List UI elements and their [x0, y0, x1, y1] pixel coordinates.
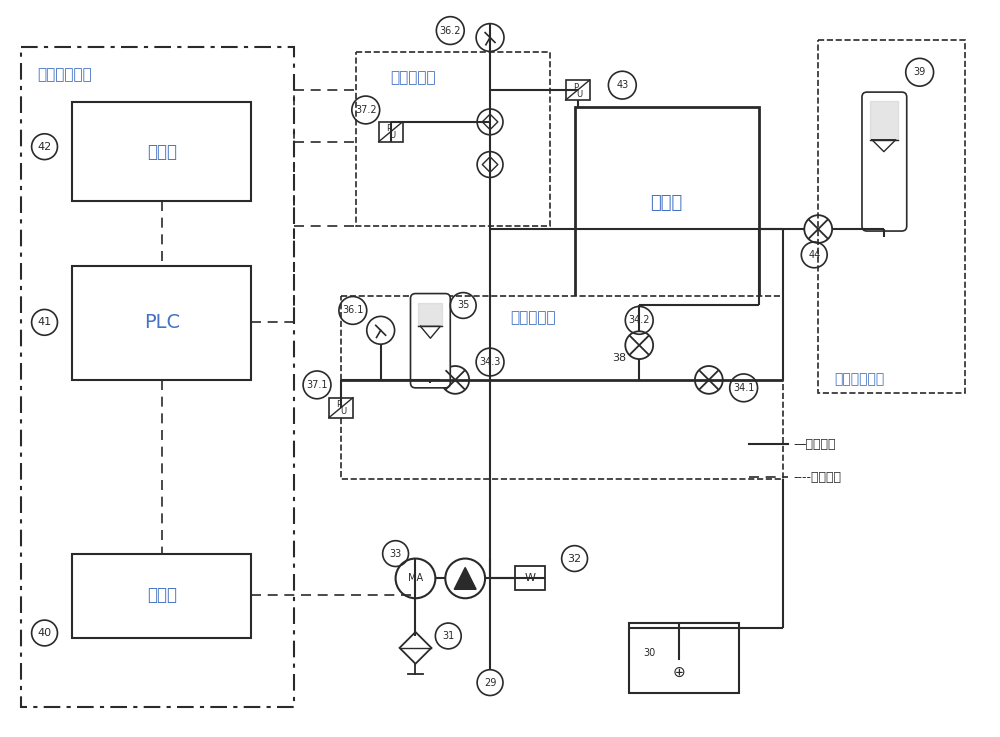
Text: 32: 32	[568, 553, 582, 564]
Text: P: P	[573, 83, 578, 91]
Bar	[379, 122, 403, 142]
Text: 37.1: 37.1	[306, 380, 328, 390]
Text: 29: 29	[484, 677, 496, 688]
Text: P: P	[386, 125, 391, 133]
Text: 34.1: 34.1	[733, 383, 754, 393]
Text: 42: 42	[37, 142, 52, 152]
Bar	[341, 296, 783, 479]
Bar	[329, 398, 353, 418]
Polygon shape	[454, 567, 476, 590]
Text: 31: 31	[442, 631, 454, 641]
Text: MA: MA	[408, 573, 423, 584]
Text: 43: 43	[616, 80, 628, 90]
Text: U: U	[390, 131, 396, 140]
Text: 触摸屏: 触摸屏	[147, 143, 177, 161]
Text: 37.2: 37.2	[355, 105, 377, 115]
Polygon shape	[870, 101, 898, 140]
Text: 40: 40	[37, 628, 52, 638]
Bar	[575, 107, 759, 301]
Text: 压力补偿装置: 压力补偿装置	[834, 372, 884, 386]
Bar	[72, 266, 251, 380]
Text: 36.1: 36.1	[342, 305, 364, 315]
Text: 39: 39	[914, 67, 926, 77]
Bar	[515, 567, 545, 590]
Bar	[818, 41, 965, 393]
Text: W: W	[524, 573, 535, 584]
Text: 35: 35	[457, 301, 469, 310]
Text: 压力筒: 压力筒	[650, 195, 682, 212]
Text: 变频器: 变频器	[147, 586, 177, 604]
Text: PLC: PLC	[144, 312, 180, 332]
Text: 34.2: 34.2	[628, 315, 650, 325]
Text: 30: 30	[643, 648, 655, 658]
Text: 38: 38	[612, 353, 626, 363]
Bar	[356, 52, 550, 226]
Bar	[629, 623, 739, 693]
Text: 34.3: 34.3	[479, 357, 501, 367]
Text: —水路连接: —水路连接	[793, 438, 836, 451]
Text: ⊕: ⊕	[673, 666, 685, 680]
Text: ----电气连接: ----电气连接	[793, 471, 841, 483]
Bar	[72, 553, 251, 638]
Bar	[566, 80, 590, 100]
Text: 44: 44	[808, 250, 820, 260]
Text: 33: 33	[389, 548, 402, 559]
Text: 第二水阀块: 第二水阀块	[391, 70, 436, 85]
Text: 水压控制装置: 水压控制装置	[38, 67, 92, 83]
Text: U: U	[576, 90, 583, 99]
Bar	[72, 102, 251, 201]
Polygon shape	[418, 302, 442, 326]
Bar	[21, 47, 294, 708]
Text: U: U	[340, 407, 346, 416]
Text: 41: 41	[37, 318, 52, 327]
Text: P: P	[336, 400, 341, 409]
Text: 36.2: 36.2	[440, 26, 461, 35]
FancyBboxPatch shape	[862, 92, 907, 231]
Text: 第一水阀块: 第一水阀块	[510, 310, 556, 326]
FancyBboxPatch shape	[411, 293, 450, 388]
